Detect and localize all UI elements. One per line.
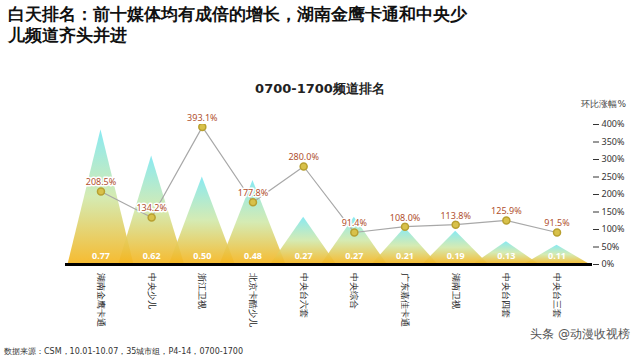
svg-text:0%: 0%	[602, 257, 615, 270]
svg-text:91.4%: 91.4%	[342, 216, 368, 229]
svg-text:广东嘉佳卡通: 广东嘉佳卡通	[399, 273, 412, 327]
svg-text:0.11: 0.11	[548, 249, 566, 262]
svg-text:中央台四套: 中央台四套	[500, 273, 513, 318]
svg-text:0.21: 0.21	[396, 249, 414, 262]
svg-text:91.5%: 91.5%	[544, 216, 570, 229]
svg-text:中央台六套: 中央台六套	[298, 273, 311, 318]
svg-text:北京卡酷少儿: 北京卡酷少儿	[247, 273, 260, 327]
svg-text:250%: 250%	[602, 170, 625, 183]
svg-text:134.2%: 134.2%	[136, 201, 167, 214]
svg-text:113.8%: 113.8%	[440, 209, 471, 222]
svg-text:中央综合: 中央综合	[348, 273, 361, 309]
svg-text:400%: 400%	[602, 117, 625, 130]
svg-text:0.27: 0.27	[345, 249, 363, 262]
svg-text:350%: 350%	[602, 135, 625, 148]
svg-text:100%: 100%	[602, 222, 625, 235]
svg-text:中央台三套: 中央台三套	[551, 273, 564, 318]
svg-text:湖南金鹰卡通: 湖南金鹰卡通	[95, 273, 108, 327]
svg-text:0.62: 0.62	[143, 249, 161, 262]
svg-text:208.5%: 208.5%	[86, 175, 117, 188]
svg-text:0.13: 0.13	[497, 249, 515, 262]
html-text:数据来源：CSM，10.01-10.07，35城市组，P4-: 数据来源：CSM，10.01-10.07，35城市组，P4-14，0700-17…	[4, 347, 243, 356]
svg-text:50%: 50%	[602, 240, 620, 253]
svg-text:280.0%: 280.0%	[288, 150, 319, 163]
svg-text:393.1%: 393.1%	[187, 111, 218, 124]
html-text:头条 @动漫收视榜: 头条 @动漫收视榜	[530, 327, 630, 341]
html-text:白天排名：前十媒体均有成倍的增长，湖南金鹰卡通和中央少儿频道: 白天排名：前十媒体均有成倍的增长，湖南金鹰卡通和中央少儿频道齐头并进	[8, 4, 467, 45]
svg-text:0.50: 0.50	[193, 249, 211, 262]
svg-text:湖南卫视: 湖南卫视	[450, 273, 463, 309]
svg-text:200%: 200%	[602, 187, 625, 200]
svg-text:0.48: 0.48	[244, 249, 262, 262]
svg-text:108.0%: 108.0%	[390, 211, 421, 224]
svg-text:中央少儿: 中央少儿	[146, 273, 159, 309]
svg-text:150%: 150%	[602, 205, 625, 218]
svg-text:0.27: 0.27	[295, 249, 313, 262]
svg-text:浙江卫视: 浙江卫视	[196, 273, 209, 309]
svg-text:125.9%: 125.9%	[491, 204, 522, 217]
html-text:环比涨幅%: 环比涨幅%	[581, 99, 626, 109]
svg-text:0.19: 0.19	[447, 249, 465, 262]
svg-text:300%: 300%	[602, 152, 625, 165]
svg-text:177.8%: 177.8%	[238, 186, 269, 199]
html-text:0700-1700频道排名: 0700-1700频道排名	[255, 81, 385, 96]
svg-text:0.77: 0.77	[92, 249, 110, 262]
